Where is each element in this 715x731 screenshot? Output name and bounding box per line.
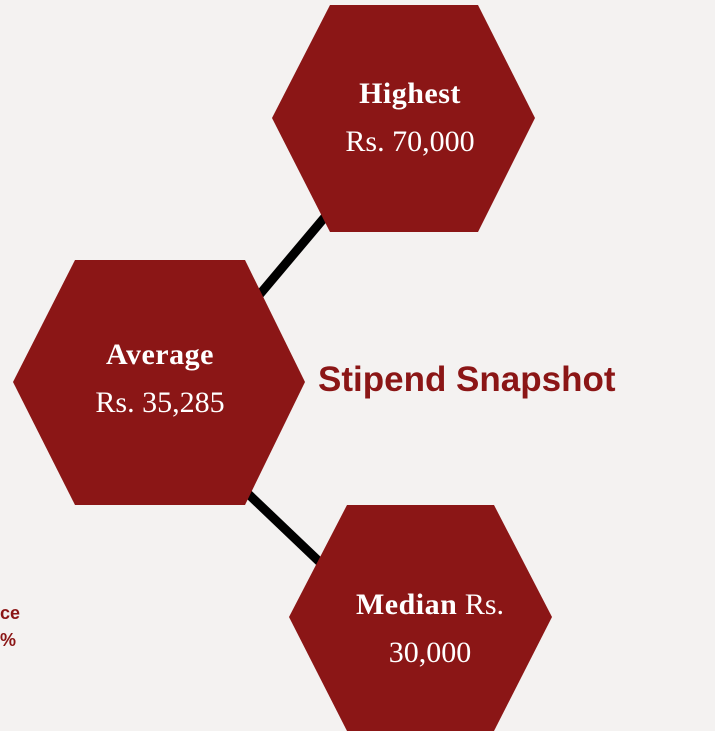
connector bbox=[238, 484, 332, 574]
connector bbox=[251, 202, 339, 303]
node-value: Rs. 30,000 bbox=[388, 588, 505, 669]
hexagon bbox=[289, 505, 552, 731]
hexagon bbox=[13, 260, 305, 505]
text-fragment: ce bbox=[0, 603, 21, 623]
node-label: Median bbox=[355, 588, 458, 621]
node: Median Rs. 30,000 bbox=[325, 581, 535, 677]
title: Stipend Snapshot bbox=[318, 360, 616, 399]
node-label: Average bbox=[106, 338, 214, 371]
node: Highest Rs. 70,000 bbox=[305, 70, 515, 166]
node-value: Rs. 35,285 bbox=[95, 386, 225, 419]
node: Average Rs. 35,285 bbox=[55, 331, 265, 427]
hexagon bbox=[272, 5, 535, 232]
text-fragment: % bbox=[0, 630, 17, 650]
node-value: Rs. 70,000 bbox=[345, 125, 475, 158]
node-label: Highest bbox=[359, 77, 461, 110]
